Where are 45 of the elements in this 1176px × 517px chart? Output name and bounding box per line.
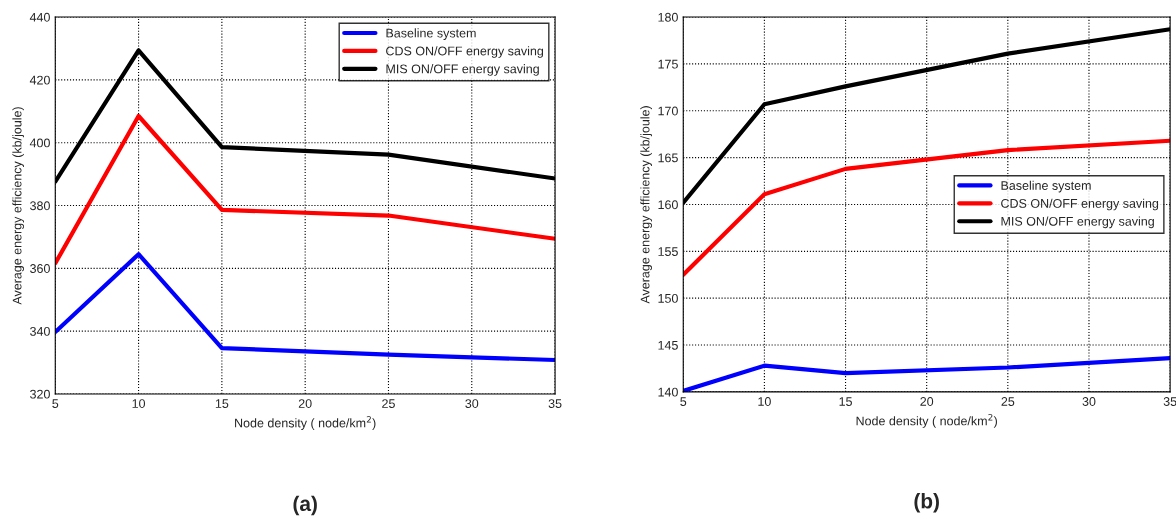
line-series [55,113,556,266]
x-tick-label: 5 [680,397,687,406]
x-tick-label: 35 [1163,397,1176,406]
legend-label: CDS ON/OFF energy saving [386,46,544,58]
x-tick-label: 5 [52,399,59,408]
legend-label: Baseline system [1001,180,1091,193]
text: (b) [914,493,939,513]
legend-label: MIS ON/OFF energy saving [386,64,539,76]
legend-label: CDS ON/OFF energy saving [1001,198,1159,211]
line-series [55,252,556,363]
line-series [683,138,1171,277]
x-tick-label: 20 [298,399,312,408]
y-tick-label: 440 [29,12,50,22]
y-tick-label: 145 [658,340,678,350]
x-tick-label: 10 [758,397,771,406]
x-axis-title: Node density ( node/km$^{2}$) [235,416,376,430]
text: (a) [293,495,317,516]
y-tick-label: 340 [30,326,50,336]
x-tick-label: 35 [548,399,562,408]
y-tick-label: 175 [658,59,678,69]
x-tick-label: 30 [465,399,479,408]
y-tick-label: 380 [30,201,50,211]
x-tick-label: 25 [382,399,395,408]
x-tick-label: 20 [920,397,934,406]
y-tick-label: 360 [30,264,50,273]
y-tick-label: 155 [658,247,678,256]
x-tick-label: 15 [215,399,229,408]
x-tick-label: 25 [1001,397,1015,406]
y-axis-title: Average energy efficiency (kb/joule) [640,106,652,304]
y-tick-label: 180 [658,12,678,22]
y-tick-label: 165 [658,153,678,163]
x-tick-label: 15 [839,397,852,406]
legend-label: MIS ON/OFF energy saving [1001,216,1154,229]
y-tick-label: 400 [29,138,50,148]
y-tick-label: 140 [658,387,678,397]
y-tick-label: 170 [658,106,678,116]
y-axis-title: Average energy efficiency (kb/joule) [12,107,24,305]
y-tick-label: 320 [30,389,50,399]
y-tick-label: 150 [658,293,678,303]
legend-label: Baseline system [386,28,476,40]
x-tick-label: 10 [132,399,146,408]
y-tick-label: 420 [29,75,50,85]
x-tick-label: 30 [1082,397,1096,406]
y-tick-label: 160 [658,200,678,210]
x-axis-title: Node density ( node/km$^{2}$) [856,413,997,428]
